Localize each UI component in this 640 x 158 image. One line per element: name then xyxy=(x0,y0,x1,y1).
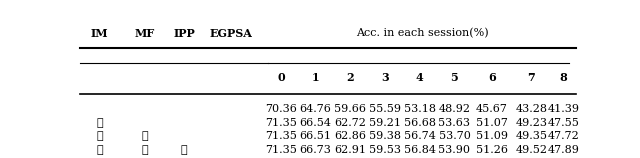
Text: 53.63: 53.63 xyxy=(438,118,470,128)
Text: 43.28: 43.28 xyxy=(515,104,547,114)
Text: 51.26: 51.26 xyxy=(476,145,508,155)
Text: 62.86: 62.86 xyxy=(334,131,366,141)
Text: 71.35: 71.35 xyxy=(265,145,297,155)
Text: 56.74: 56.74 xyxy=(404,131,436,141)
Text: 56.68: 56.68 xyxy=(404,118,436,128)
Text: 47.72: 47.72 xyxy=(548,131,579,141)
Text: 7: 7 xyxy=(527,72,535,83)
Text: 53.70: 53.70 xyxy=(438,131,470,141)
Text: ✓: ✓ xyxy=(97,145,103,155)
Text: 53.90: 53.90 xyxy=(438,145,470,155)
Text: 64.76: 64.76 xyxy=(300,104,332,114)
Text: ✓: ✓ xyxy=(181,145,188,155)
Text: ✓: ✓ xyxy=(97,118,103,128)
Text: 70.36: 70.36 xyxy=(265,104,297,114)
Text: 48.92: 48.92 xyxy=(438,104,470,114)
Text: 2: 2 xyxy=(346,72,354,83)
Text: 8: 8 xyxy=(560,72,568,83)
Text: 4: 4 xyxy=(416,72,424,83)
Text: IPP: IPP xyxy=(173,28,195,39)
Text: 53.18: 53.18 xyxy=(404,104,436,114)
Text: 51.09: 51.09 xyxy=(476,131,508,141)
Text: ✓: ✓ xyxy=(141,131,148,141)
Text: 1: 1 xyxy=(312,72,319,83)
Text: 3: 3 xyxy=(381,72,389,83)
Text: 6: 6 xyxy=(488,72,495,83)
Text: IM: IM xyxy=(91,28,109,39)
Text: 62.72: 62.72 xyxy=(334,118,366,128)
Text: 49.23: 49.23 xyxy=(515,118,547,128)
Text: 49.52: 49.52 xyxy=(515,145,547,155)
Text: 5: 5 xyxy=(451,72,458,83)
Text: 59.21: 59.21 xyxy=(369,118,401,128)
Text: MF: MF xyxy=(134,28,155,39)
Text: 55.59: 55.59 xyxy=(369,104,401,114)
Text: ✓: ✓ xyxy=(141,145,148,155)
Text: 45.67: 45.67 xyxy=(476,104,508,114)
Text: 0: 0 xyxy=(277,72,285,83)
Text: EGPSA: EGPSA xyxy=(210,28,253,39)
Text: 49.35: 49.35 xyxy=(515,131,547,141)
Text: 41.39: 41.39 xyxy=(548,104,580,114)
Text: 71.35: 71.35 xyxy=(265,118,297,128)
Text: ✓: ✓ xyxy=(97,131,103,141)
Text: 51.07: 51.07 xyxy=(476,118,508,128)
Text: 47.89: 47.89 xyxy=(548,145,580,155)
Text: 47.55: 47.55 xyxy=(548,118,580,128)
Text: 66.73: 66.73 xyxy=(300,145,332,155)
Text: 71.35: 71.35 xyxy=(265,131,297,141)
Text: Acc. in each session(%): Acc. in each session(%) xyxy=(356,28,488,39)
Text: 56.84: 56.84 xyxy=(404,145,436,155)
Text: 62.91: 62.91 xyxy=(334,145,366,155)
Text: 66.51: 66.51 xyxy=(300,131,332,141)
Text: 59.66: 59.66 xyxy=(334,104,366,114)
Text: 66.54: 66.54 xyxy=(300,118,332,128)
Text: 59.38: 59.38 xyxy=(369,131,401,141)
Text: 59.53: 59.53 xyxy=(369,145,401,155)
